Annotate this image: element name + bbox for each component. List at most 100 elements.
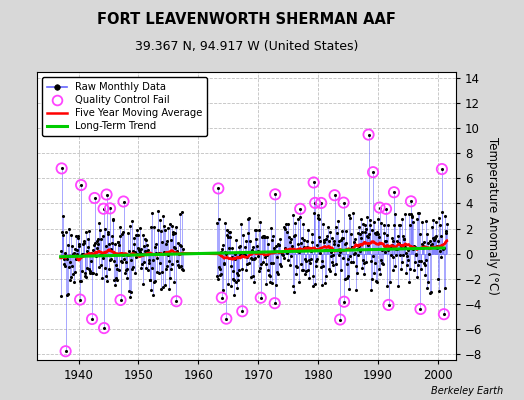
Point [71,232,80,239]
Point [70,250,78,256]
Point [280,245,289,251]
Point [87,250,95,257]
Point [73,247,81,253]
Point [289,283,297,289]
Point [302,238,311,245]
Point [441,285,450,291]
Point [290,289,298,296]
Point [384,302,392,308]
Point [415,258,423,264]
Point [414,210,423,216]
Point [352,246,361,252]
Point [81,270,89,276]
Point [343,275,351,281]
Point [329,262,337,268]
Point [364,242,372,248]
Point [427,289,435,296]
Point [61,348,70,354]
Point [410,243,418,249]
Point [110,258,118,264]
Point [104,228,112,235]
Point [157,285,166,292]
Point [346,259,355,265]
Point [99,255,107,262]
Point [398,258,407,265]
Point [357,216,365,223]
Point [405,247,413,254]
Point [137,265,146,272]
Point [330,237,339,244]
Point [242,267,250,273]
Point [220,260,228,266]
Point [148,265,156,271]
Point [336,316,344,323]
Point [101,265,109,271]
Point [352,287,361,294]
Point [64,291,72,298]
Point [231,255,239,262]
Point [162,241,171,248]
Point [162,266,170,272]
Point [165,258,173,265]
Point [425,251,433,258]
Point [326,253,335,259]
Point [84,266,93,272]
Point [407,210,416,217]
Point [440,311,448,318]
Point [94,264,103,270]
Point [312,255,321,262]
Point [412,251,420,257]
Point [306,245,314,252]
Point [313,242,321,248]
Point [79,251,88,257]
Point [76,296,84,303]
Point [261,234,269,240]
Point [130,240,139,247]
Point [381,248,389,255]
Point [383,232,391,238]
Point [117,258,125,264]
Point [277,262,286,269]
Point [434,238,443,244]
Point [386,242,395,249]
Point [118,259,126,265]
Point [150,224,158,230]
Point [382,206,390,212]
Point [341,276,350,282]
Point [432,218,440,225]
Point [63,242,72,248]
Point [386,279,394,285]
Point [64,225,73,232]
Point [413,216,422,222]
Point [107,240,116,246]
Point [272,254,281,261]
Point [418,240,427,247]
Point [270,300,279,306]
Point [421,272,429,278]
Point [291,263,300,270]
Point [109,216,117,222]
Point [376,271,384,278]
Point [238,253,247,259]
Point [236,252,245,258]
Point [315,234,323,240]
Point [435,288,444,294]
Point [100,206,108,212]
Point [237,220,245,227]
Point [440,311,448,318]
Point [342,228,350,234]
Point [326,228,334,235]
Point [92,244,101,251]
Point [233,270,241,277]
Point [152,250,161,257]
Point [111,241,119,247]
Point [250,255,259,262]
Point [161,282,170,288]
Point [253,243,261,250]
Point [345,212,353,218]
Point [216,266,224,272]
Point [413,274,421,280]
Point [222,316,231,322]
Point [91,270,100,277]
Point [134,245,142,252]
